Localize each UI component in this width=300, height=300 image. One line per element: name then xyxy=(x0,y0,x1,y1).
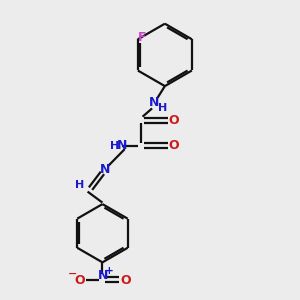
Text: O: O xyxy=(120,274,130,287)
Text: N: N xyxy=(149,96,160,109)
Text: H: H xyxy=(158,103,167,113)
Text: O: O xyxy=(169,114,179,127)
Text: +: + xyxy=(105,266,114,276)
Text: N: N xyxy=(117,139,128,152)
Text: N: N xyxy=(100,163,111,176)
Text: H: H xyxy=(75,180,84,190)
Text: O: O xyxy=(74,274,85,287)
Text: O: O xyxy=(169,139,179,152)
Text: N: N xyxy=(98,269,109,282)
Text: H: H xyxy=(110,140,119,151)
Text: −: − xyxy=(68,269,78,279)
Text: F: F xyxy=(138,31,146,44)
